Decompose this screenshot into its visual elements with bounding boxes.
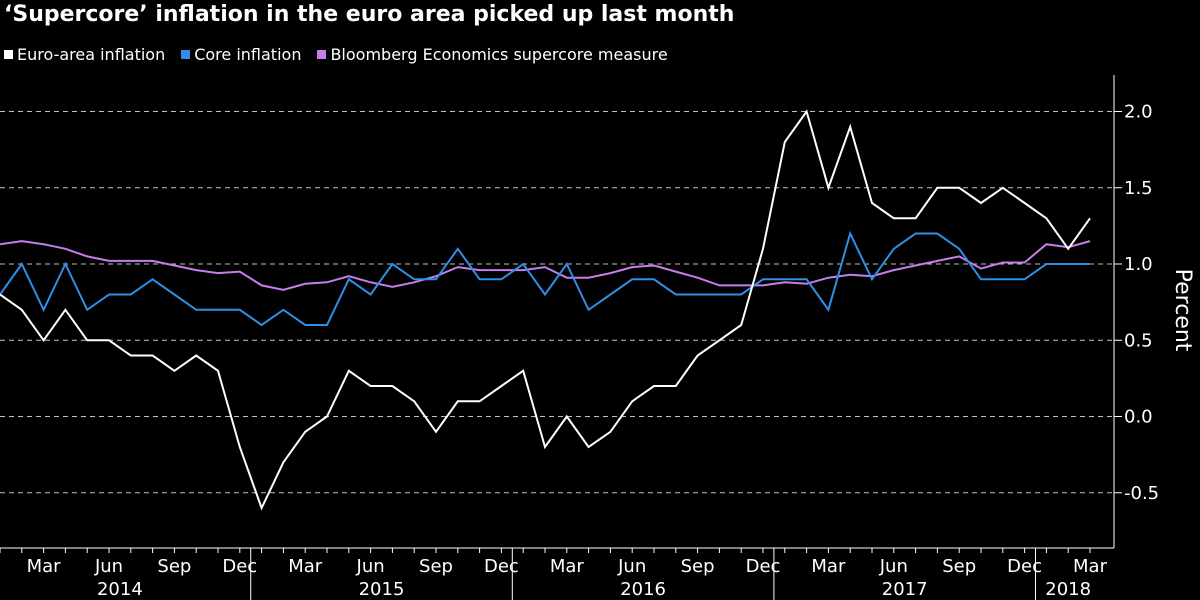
y-gridlines (0, 111, 1114, 494)
legend-swatch-euro-area-inflation (4, 49, 13, 59)
y-axis: 2.0 1.5 1.0 0.5 0.0 -0.5 (1113, 75, 1159, 548)
y-tick-label: -0.5 (1124, 483, 1159, 504)
legend-item-euro-area-inflation: Euro-area inflation (4, 45, 165, 64)
y-tick-label: 0.5 (1124, 330, 1153, 351)
series-line-bloomberg-economics-supercore-measure (0, 240, 1091, 291)
x-tick-label: Dec (222, 556, 257, 577)
x-tick-label: Jun (356, 556, 385, 577)
x-tick-label: Mar (550, 556, 585, 577)
legend-item-core-inflation: Core inflation (181, 45, 301, 64)
x-tick-label: Mar (288, 556, 323, 577)
x-axis: Mar Jun Sep Dec Mar Jun Sep Dec Mar Jun Sep Dec Mar J… (0, 547, 1114, 600)
y-axis-label: Percent (1170, 269, 1195, 352)
legend-swatch-supercore (317, 49, 327, 59)
x-tick-label: Sep (681, 556, 715, 577)
x-tick-label: Sep (157, 556, 191, 577)
x-tick-label: Dec (746, 556, 781, 577)
legend-label-euro-area-inflation: Euro-area inflation (17, 44, 166, 64)
year-label: 2018 (1045, 579, 1091, 600)
y-tick-label: 1.5 (1124, 178, 1153, 199)
x-tick-label: Jun (617, 556, 646, 577)
x-tick-label: Jun (879, 556, 908, 577)
legend: Euro-area inflation Core inflation Bloom… (4, 44, 684, 64)
legend-item-supercore: Bloomberg Economics supercore measure (317, 44, 668, 64)
x-tick-label: Sep (419, 556, 453, 577)
chart-title: ‘Supercore’ inflation in the euro area p… (4, 2, 735, 27)
year-label: 2016 (620, 579, 666, 600)
y-tick-label: 1.0 (1124, 254, 1153, 275)
x-tick-label: Jun (94, 556, 123, 577)
y-tick-label: 0.0 (1124, 407, 1153, 428)
legend-swatch-core-inflation (181, 49, 191, 59)
x-tick-label: Dec (1007, 556, 1042, 577)
series-lines (0, 109, 1091, 511)
x-tick-label: Mar (27, 556, 62, 577)
legend-label-supercore: Bloomberg Economics supercore measure (330, 44, 668, 64)
x-tick-label: Mar (1073, 556, 1108, 577)
year-label: 2015 (359, 579, 405, 600)
year-label: 2017 (882, 579, 928, 600)
series-line-euro-area-inflation (0, 109, 1091, 511)
x-tick-label: Sep (942, 556, 976, 577)
y-tick-label: 2.0 (1124, 102, 1153, 123)
legend-label-core-inflation: Core inflation (194, 44, 302, 64)
x-tick-label: Mar (811, 556, 846, 577)
x-tick-label: Dec (484, 556, 519, 577)
year-label: 2014 (97, 579, 143, 600)
series-line-core-inflation (0, 230, 1090, 327)
